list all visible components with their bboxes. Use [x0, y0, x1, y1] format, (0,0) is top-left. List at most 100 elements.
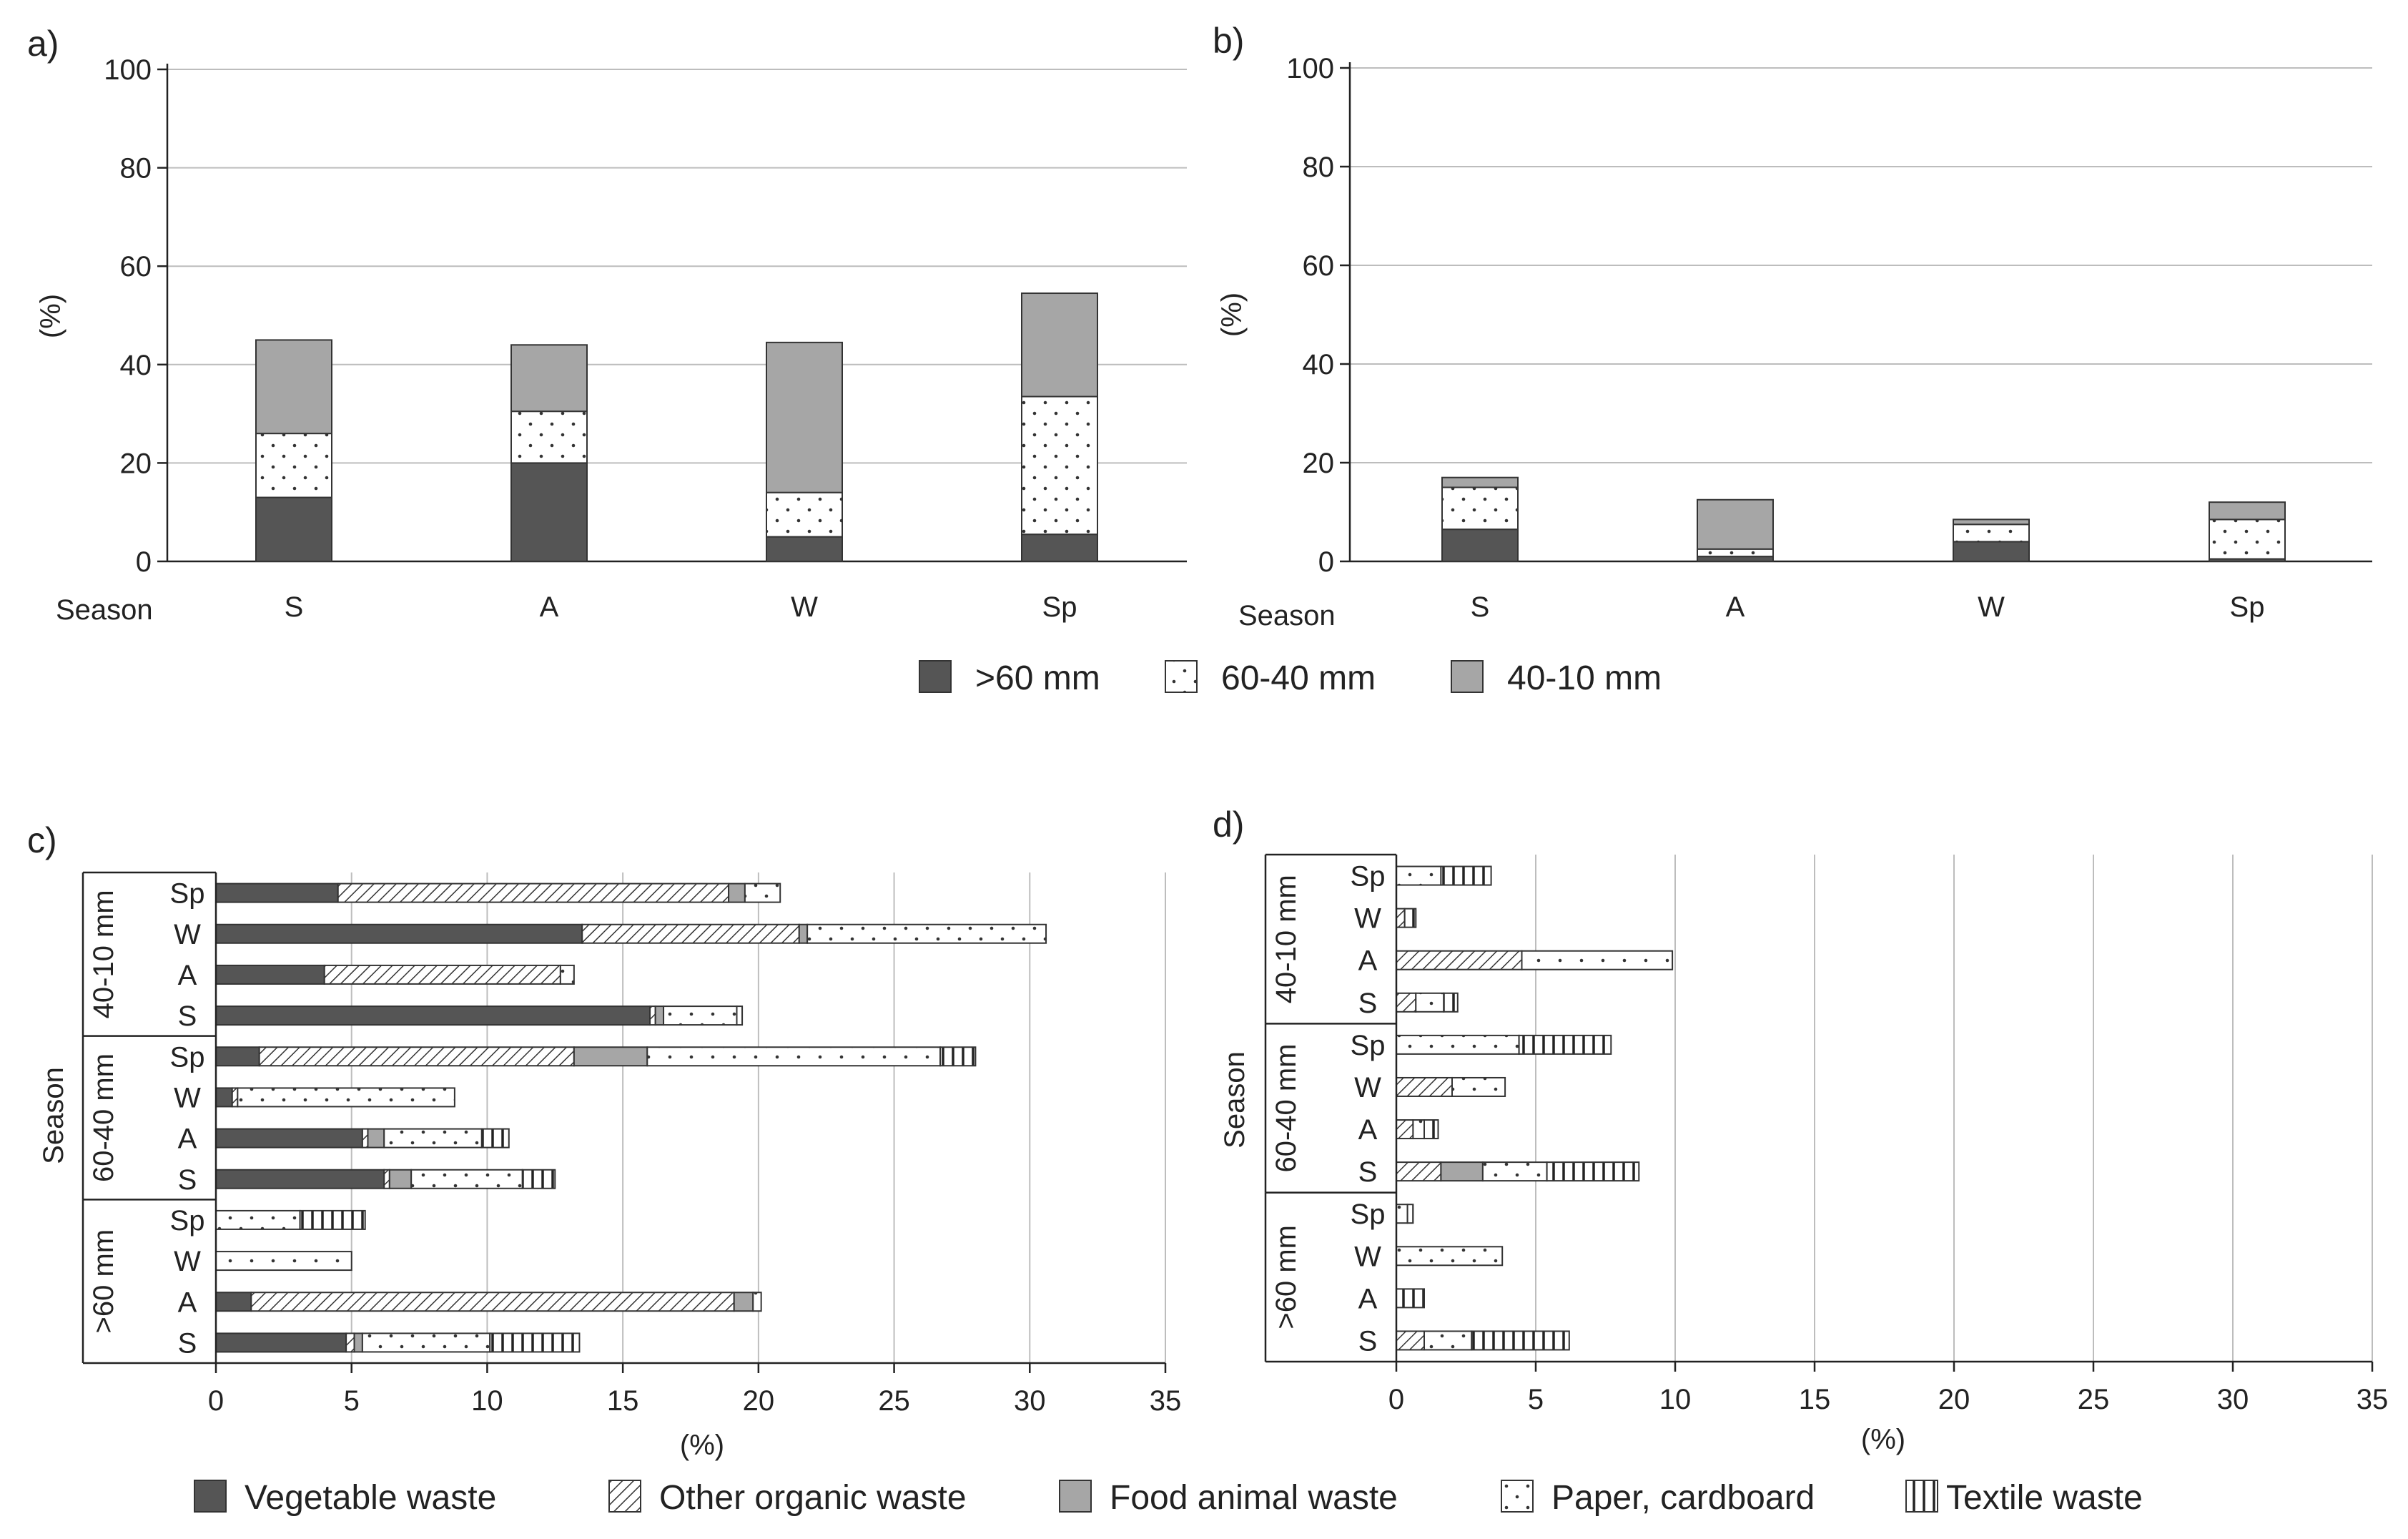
panel-c-label: c)	[27, 820, 57, 860]
x-tick-label: A	[540, 591, 559, 623]
y-tick-label: 80	[120, 153, 152, 185]
bar-4010mm-A-paper	[1521, 950, 1674, 970]
x-tick-label: 5	[1528, 1384, 1544, 1415]
x-tick-label: 25	[2078, 1384, 2110, 1415]
bar-60mm-Sp-textile	[1406, 1204, 1414, 1224]
x-tick-label: A	[1726, 591, 1745, 623]
bar-Sp-size_60_40	[2209, 518, 2286, 560]
bar-S-size_60_40	[1441, 486, 1519, 531]
bar-W-size_60_40	[1953, 523, 2030, 543]
bar-60mm-S-paper	[1423, 1330, 1473, 1351]
bar-S-size_60_40	[255, 433, 332, 498]
bar-6040mm-Sp-other_organic	[258, 1046, 575, 1067]
bar-4010mm-W-textile	[1403, 908, 1417, 928]
x-tick-label: 35	[2357, 1384, 2389, 1415]
waste-type-legend: Vegetable waste Other organic waste Food a…	[194, 1479, 2143, 1517]
x-tick-label: W	[1978, 591, 2005, 623]
x-tick-label: 20	[1938, 1384, 1970, 1415]
season-label: A	[1358, 945, 1378, 977]
legend-label-food_animal: Food animal waste	[1110, 1479, 1398, 1517]
legend-swatch-size_gt60	[919, 660, 952, 693]
bar-6040mm-A-vegetable	[215, 1128, 363, 1149]
bar-6040mm-S-other_organic	[383, 1169, 390, 1189]
size-group-label: >60 mm	[1270, 1225, 1302, 1329]
panel-a-label: a)	[27, 24, 59, 64]
bar-4010mm-Sp-textile	[1440, 865, 1492, 886]
bar-4010mm-W-paper	[806, 923, 1047, 944]
bar-6040mm-W-other_organic	[1396, 1076, 1453, 1097]
panel-a-x-tick-labels: S A W Sp	[285, 591, 1077, 623]
legend-swatch-other_organic	[608, 1480, 641, 1513]
panel-b-y-tick-labels: 0 20 40 60 80 100	[1286, 53, 1334, 578]
bar-60mm-S-textile	[489, 1332, 581, 1353]
bar-4010mm-S-paper	[1415, 992, 1445, 1013]
x-tick-label: 15	[607, 1385, 639, 1417]
legend-label-textile: Textile waste	[1946, 1479, 2143, 1517]
y-tick-label: 0	[1318, 546, 1334, 578]
bar-4010mm-W-other_organic	[581, 923, 800, 944]
season-label: Sp	[1351, 861, 1386, 893]
x-tick-label: 15	[1799, 1384, 1831, 1415]
bar-6040mm-A-food_animal	[367, 1128, 385, 1149]
bar-S-size_40_10	[255, 339, 332, 435]
season-label: Sp	[1351, 1030, 1386, 1061]
y-tick-label: 0	[136, 546, 152, 578]
bar-60mm-S-other_organic	[1396, 1330, 1425, 1351]
bar-Sp-size_60_40	[1021, 395, 1098, 536]
bar-6040mm-W-vegetable	[215, 1087, 233, 1108]
bar-4010mm-W-food_animal	[798, 923, 809, 944]
size-group-label: 40-10 mm	[88, 890, 119, 1018]
season-label: S	[1358, 988, 1378, 1019]
bar-W-size_40_10	[766, 341, 843, 493]
bar-60mm-Sp-paper	[1396, 1204, 1408, 1224]
legend-swatch-paper	[1501, 1480, 1534, 1513]
legend-label-vegetable: Vegetable waste	[245, 1479, 496, 1517]
y-tick-label: 20	[120, 448, 152, 479]
season-label: S	[178, 1000, 197, 1032]
bar-60mm-Sp-textile	[299, 1209, 366, 1230]
panel-a-chart: a) (%) Season 0 20 40 60 80 100 S A W Sp	[27, 24, 1187, 626]
bar-4010mm-W-vegetable	[215, 923, 583, 944]
bar-6040mm-A-other_organic	[361, 1128, 369, 1149]
bar-4010mm-S-other_organic	[1396, 992, 1417, 1013]
bar-6040mm-A-paper	[383, 1128, 483, 1149]
season-label: S	[178, 1327, 197, 1359]
bar-6040mm-S-food_animal	[1440, 1161, 1484, 1182]
season-label: S	[1358, 1325, 1378, 1357]
bar-60mm-A-other_organic	[250, 1292, 735, 1312]
bar-4010mm-A-other_organic	[1396, 950, 1523, 970]
legend-label-size_40_10: 40-10 mm	[1507, 659, 1662, 697]
legend-swatch-size_60_40	[1165, 660, 1198, 693]
bar-4010mm-S-vegetable	[215, 1005, 651, 1026]
bar-4010mm-S-food_animal	[654, 1005, 665, 1026]
x-tick-label: 0	[1388, 1384, 1404, 1415]
bar-4010mm-A-vegetable	[215, 964, 325, 985]
panel-d-label: d)	[1213, 805, 1244, 845]
season-label: W	[174, 1082, 201, 1113]
season-label: W	[1354, 1241, 1381, 1272]
x-tick-label: Sp	[2230, 591, 2265, 623]
panel-d-y-axis-title: Season	[1219, 1051, 1250, 1149]
season-label: A	[178, 1287, 197, 1318]
bar-60mm-A-vegetable	[215, 1292, 252, 1312]
panel-a-x-axis-title: Season	[56, 594, 153, 626]
bar-4010mm-Sp-vegetable	[215, 882, 339, 903]
panel-b-x-tick-labels: S A W Sp	[1471, 591, 2265, 623]
size-group-label: >60 mm	[88, 1229, 119, 1334]
panel-a-gridlines	[157, 64, 1187, 563]
panel-a-bars	[255, 292, 1098, 563]
season-label: A	[178, 1123, 197, 1155]
bar-4010mm-S-textile	[1443, 992, 1459, 1013]
x-tick-label: Sp	[1042, 591, 1077, 623]
bar-S-size_40_10	[1441, 476, 1519, 488]
x-tick-label: S	[285, 591, 304, 623]
panel-b-bars	[1441, 476, 2286, 563]
bar-A-size_gt60	[1697, 556, 1774, 562]
bar-W-size_gt60	[766, 536, 843, 562]
legend-label-other_organic: Other organic waste	[659, 1479, 967, 1517]
season-label: Sp	[170, 878, 205, 910]
panel-c-y-axis-title: Season	[38, 1067, 69, 1164]
